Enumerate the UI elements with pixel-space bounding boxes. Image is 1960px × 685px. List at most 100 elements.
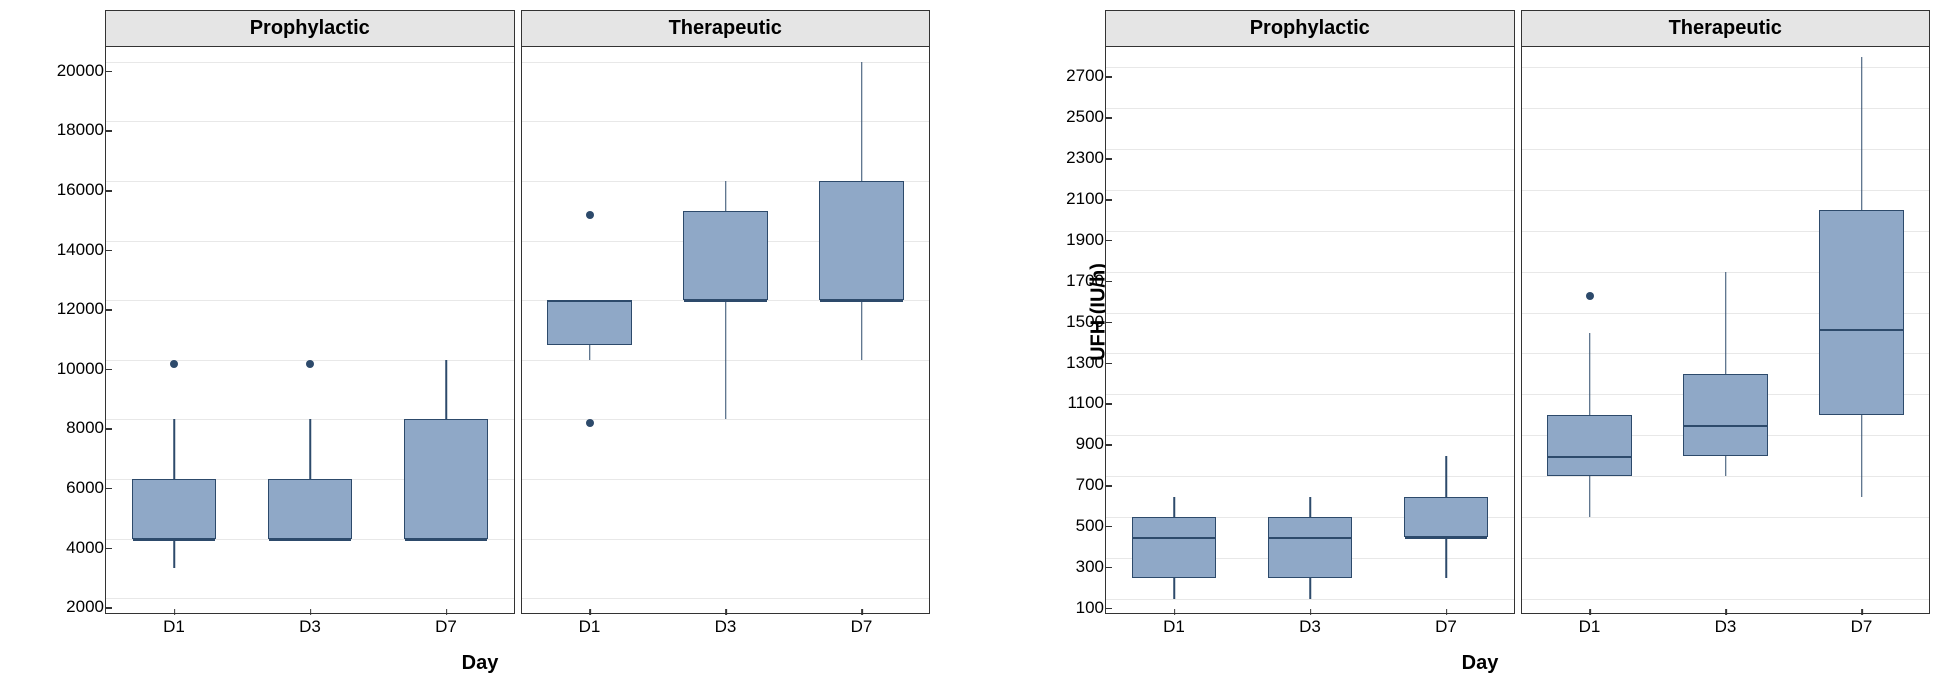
y-tick: 100 (1044, 598, 1104, 618)
y-tick: 2300 (1044, 148, 1104, 168)
chart-body: UFH (IU/h)Prophylactic100300500700900110… (1105, 10, 1930, 614)
gridline (1106, 149, 1514, 150)
boxplot-median (1405, 537, 1487, 539)
boxplot-box (547, 300, 631, 345)
y-tick: 1100 (1044, 393, 1104, 413)
boxplot-box (1268, 517, 1352, 578)
whisker-low (1589, 476, 1591, 517)
y-ticks: 2000400060008000100001200014000160001800… (34, 47, 104, 613)
gridline (1106, 353, 1514, 354)
y-tick: 12000 (44, 299, 104, 319)
whisker-high (725, 181, 727, 211)
boxplot-outlier (170, 360, 178, 368)
gridline (522, 62, 930, 63)
y-tick: 20000 (44, 61, 104, 81)
gridline (1106, 272, 1514, 273)
x-tick: D1 (1163, 617, 1185, 637)
whisker-high (173, 419, 175, 479)
facet-row: Prophylactic2000400060008000100001200014… (105, 10, 930, 614)
gridline (1106, 476, 1514, 477)
y-tick: 1300 (1044, 353, 1104, 373)
boxplot-box (1683, 374, 1767, 456)
y-tick: 900 (1044, 434, 1104, 454)
y-tick: 8000 (44, 418, 104, 438)
x-ticks: D1 D3 D7 (106, 617, 514, 641)
x-ticks: D1 D3 D7 (1106, 617, 1514, 641)
whisker-high (1725, 272, 1727, 374)
gridline (1522, 558, 1930, 559)
gridline (522, 121, 930, 122)
facet-header: Therapeutic (522, 11, 930, 47)
gridline (106, 300, 514, 301)
gridline (1106, 394, 1514, 395)
gridline (1522, 599, 1930, 600)
gridline (1522, 190, 1930, 191)
boxplot-median (684, 300, 766, 302)
gridline (1106, 190, 1514, 191)
y-tick: 1500 (1044, 312, 1104, 332)
whisker-low (1309, 578, 1311, 598)
whisker-high (309, 419, 311, 479)
gridline (1522, 108, 1930, 109)
x-axis-label: Day (1030, 644, 1930, 675)
x-axis-label: Day (30, 644, 930, 675)
chart-container: LMWH (IU/day)Prophylactic200040006000800… (0, 0, 1960, 685)
boxplot-median (1820, 329, 1902, 331)
x-tick: D3 (1299, 617, 1321, 637)
whisker-low (589, 345, 591, 360)
x-tick: D3 (1715, 617, 1737, 637)
y-tick: 300 (1044, 557, 1104, 577)
chart-body: LMWH (IU/day)Prophylactic200040006000800… (105, 10, 930, 614)
x-ticks: D1 D3 D7 (1522, 617, 1930, 641)
whisker-low (1445, 537, 1447, 578)
gridline (1106, 108, 1514, 109)
y-tick: 14000 (44, 240, 104, 260)
facet-therapeutic: TherapeuticD1D3D7 (521, 10, 931, 614)
whisker-high (1861, 57, 1863, 210)
x-tick: D1 (163, 617, 185, 637)
whisker-high (1173, 497, 1175, 517)
x-ticks: D1D3D7 (522, 617, 930, 641)
whisker-high (445, 360, 447, 420)
x-tick: D1 (1579, 617, 1601, 637)
y-tick: 2500 (1044, 107, 1104, 127)
x-tick: D7 (1851, 617, 1873, 637)
boxplot-box (1547, 415, 1631, 476)
boxplot-box (819, 181, 903, 300)
x-tick: D7 (1435, 617, 1457, 637)
boxplot-box (1132, 517, 1216, 578)
y-tick: 1900 (1044, 230, 1104, 250)
boxplot-median (405, 539, 487, 541)
boxplot-median (1548, 456, 1630, 458)
boxplot-box (1404, 497, 1488, 538)
gridline (1106, 599, 1514, 600)
x-tick: D7 (435, 617, 457, 637)
facet-therapeutic: TherapeuticD1D3D7 (1521, 10, 1931, 614)
boxplot-box (268, 479, 352, 539)
x-tick: D1 (579, 617, 601, 637)
boxplot-box (1819, 210, 1903, 414)
facet-prophylactic: Prophylactic1003005007009001100130015001… (1105, 10, 1515, 614)
boxplot-box (404, 419, 488, 538)
whisker-high (1589, 333, 1591, 415)
boxplot-median (1684, 425, 1766, 427)
chart-group-0: LMWH (IU/day)Prophylactic200040006000800… (30, 10, 930, 675)
y-tick: 500 (1044, 516, 1104, 536)
boxplot-median (133, 539, 215, 541)
gridline (522, 419, 930, 420)
boxplot-box (132, 479, 216, 539)
y-tick: 16000 (44, 180, 104, 200)
y-tick: 2000 (44, 597, 104, 617)
facet-row: Prophylactic1003005007009001100130015001… (1105, 10, 1930, 614)
boxplot-median (820, 300, 902, 302)
x-tick: D3 (299, 617, 321, 637)
gridline (1106, 313, 1514, 314)
whisker-low (1725, 456, 1727, 476)
facet-header: Prophylactic (1106, 11, 1514, 47)
gridline (1522, 149, 1930, 150)
plot-area: D1D3D7 (522, 47, 930, 613)
whisker-low (1173, 578, 1175, 598)
boxplot-median (269, 539, 351, 541)
gridline (522, 539, 930, 540)
boxplot-outlier (586, 419, 594, 427)
